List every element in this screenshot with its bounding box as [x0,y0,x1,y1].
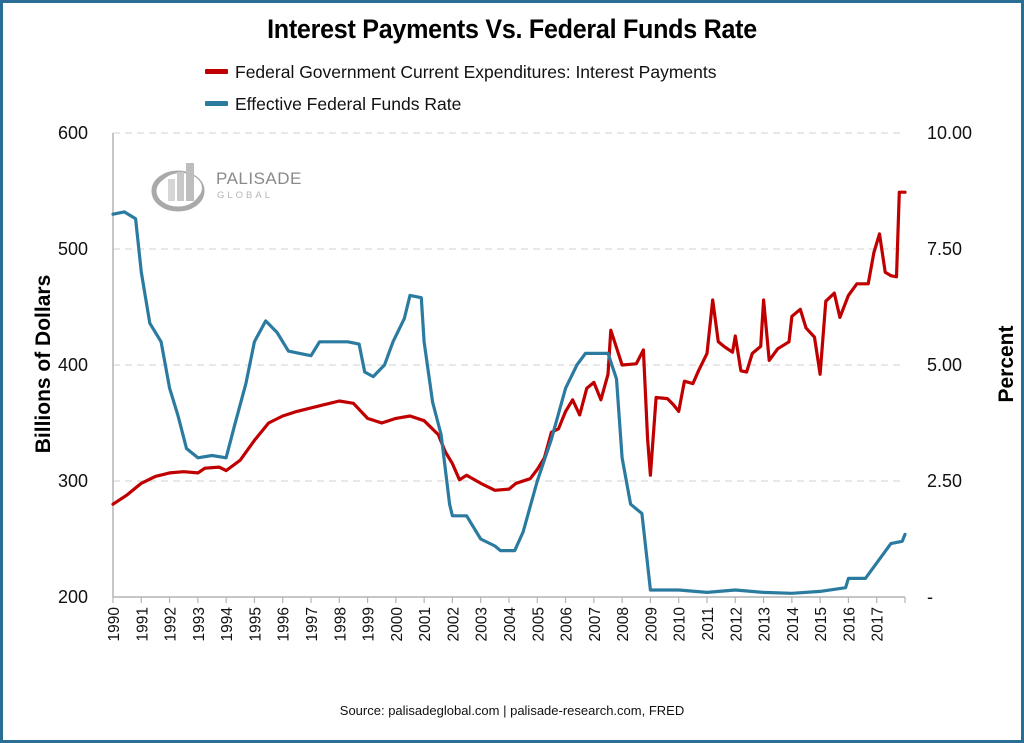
left-tick-label: 400 [58,355,88,375]
right-axis-label: Percent [995,325,1018,403]
right-tick-label: 2.50 [927,471,962,491]
x-tick-label: 1992 [163,607,180,641]
x-tick-label: 2005 [530,607,547,641]
logo-name: PALISADE [216,169,302,188]
x-tick-label: 1991 [134,607,151,641]
legend-label: Federal Government Current Expenditures:… [235,62,717,82]
x-tick-label: 2003 [474,607,491,641]
x-tick-label: 1999 [361,607,378,641]
x-tick-label: 2014 [785,607,802,642]
x-tick-label: 2016 [841,607,858,641]
x-tick-label: 1997 [304,607,321,641]
x-tick-label: 2017 [870,607,887,641]
x-tick-label: 2007 [587,607,604,641]
right-tick-label: - [927,587,933,607]
left-tick-label: 300 [58,471,88,491]
legend-item-interest-payments: Federal Government Current Expenditures:… [205,62,716,83]
source-note: Source: palisadeglobal.com | palisade-re… [339,703,685,718]
legend-item-fed-funds-rate: Effective Federal Funds Rate [205,94,461,115]
x-tick-label: 2015 [813,607,830,641]
x-tick-label: 1996 [276,607,293,641]
x-tick-label: 1998 [332,607,349,641]
right-axis-ticks: - 2.50 5.00 7.50 10.00 [927,123,972,607]
x-tick-label: 2013 [757,607,774,641]
left-axis-ticks: 200 300 400 500 600 [58,123,88,607]
x-tick-label: 1993 [191,607,208,641]
right-tick-label: 10.00 [927,123,972,143]
series-lines [111,190,907,595]
legend-label: Effective Federal Funds Rate [235,94,462,114]
x-tick-label: 1994 [219,607,236,642]
interest-payments-line [111,190,907,506]
gridlines [113,132,905,482]
x-tick-label: 2011 [700,607,717,640]
left-tick-label: 200 [58,587,88,607]
x-tick-label: 1995 [247,607,264,641]
x-tick-label: 2001 [417,607,434,641]
x-tick-label: 1990 [106,607,123,642]
left-tick-label: 600 [58,123,88,143]
x-axis-ticks: 1990 1991 1992 1993 1994 1995 1996 1997 1998 1999… [106,597,906,642]
x-tick-label: 2000 [389,607,406,642]
chart-title: Interest Payments Vs. Federal Funds Rate [267,14,757,44]
logo-buildings-icon [151,163,205,212]
x-tick-label: 2004 [502,607,519,642]
right-tick-label: 7.50 [927,239,962,259]
logo-subtitle: GLOBAL [217,190,274,201]
x-tick-label: 2006 [559,607,576,641]
x-tick-label: 2002 [445,607,462,641]
left-axis-label: Billions of Dollars [32,274,55,454]
x-tick-label: 2010 [672,607,689,642]
left-tick-label: 500 [58,239,88,259]
x-tick-label: 2012 [728,607,745,641]
x-tick-label: 2008 [615,607,632,641]
right-tick-label: 5.00 [927,355,962,375]
legend-swatch-red [205,68,228,74]
fed-funds-rate-line [111,210,907,595]
legend-swatch-blue [205,100,228,106]
x-tick-label: 2009 [643,607,660,641]
palisade-logo-watermark: PALISADE GLOBAL [150,155,330,215]
